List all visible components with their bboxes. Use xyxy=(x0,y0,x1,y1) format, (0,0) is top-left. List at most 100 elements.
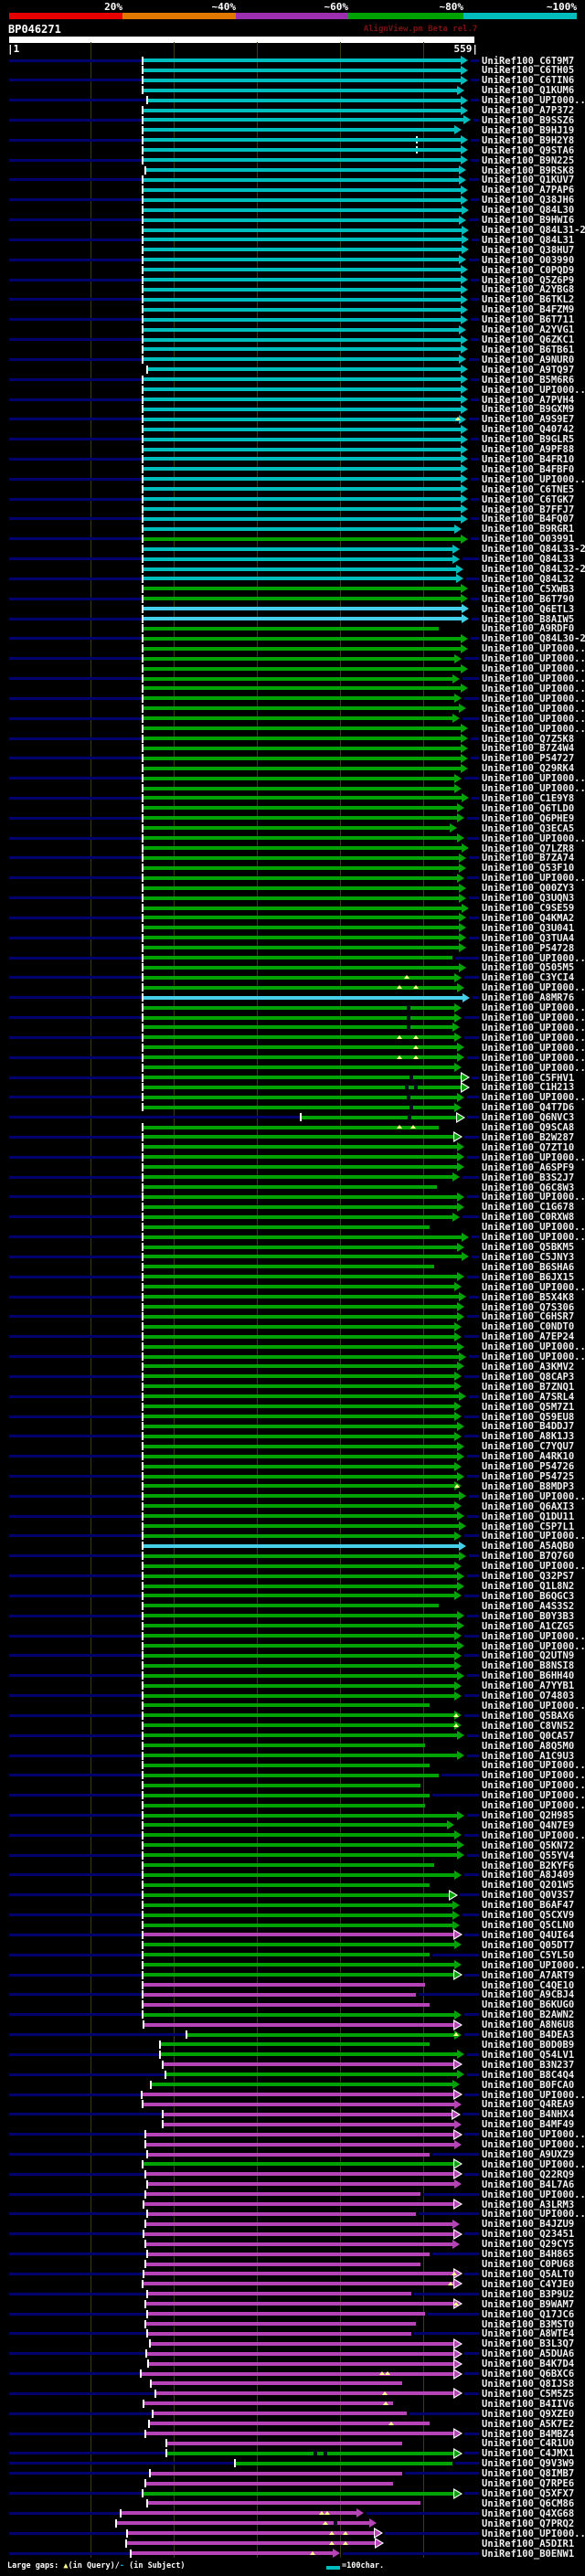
alignment-bar[interactable] xyxy=(144,2491,456,2496)
hit-label[interactable]: UniRef100_A8J409 xyxy=(482,1870,575,1882)
hit-label[interactable]: UniRef100_A2YBG8 xyxy=(482,284,575,296)
hit-label[interactable]: UniRef100_Q5KN72 xyxy=(482,1839,575,1851)
hit-label[interactable]: UniRef100_C6TNE5 xyxy=(482,483,575,495)
alignment-bar[interactable] xyxy=(144,1793,430,1797)
hit-label[interactable]: UniRef100_B6TB61 xyxy=(482,344,575,355)
hit-label[interactable]: UniRef100_B6TKL2 xyxy=(482,294,575,306)
hit-label[interactable]: UniRef100_Q7ZT10 xyxy=(482,1141,575,1153)
alignment-bar[interactable] xyxy=(144,1584,459,1588)
hit-label[interactable]: UniRef100_C5P7L1 xyxy=(482,1521,575,1532)
alignment-bar[interactable] xyxy=(144,1344,459,1349)
alignment-bar[interactable] xyxy=(144,1364,459,1369)
alignment-bar[interactable] xyxy=(144,1484,456,1489)
alignment-bar[interactable] xyxy=(144,1285,456,1289)
alignment-bar[interactable] xyxy=(144,2012,456,2017)
hit-label[interactable]: UniRef100_UPI000.. xyxy=(482,1760,585,1772)
alignment-bar[interactable] xyxy=(144,1624,459,1628)
alignment-bar[interactable] xyxy=(161,2042,430,2047)
alignment-bar[interactable] xyxy=(149,2361,456,2366)
alignment-bar[interactable] xyxy=(144,926,461,930)
alignment-bar[interactable] xyxy=(127,2541,378,2546)
hit-label[interactable]: UniRef100_Q2H985 xyxy=(482,1810,575,1821)
hit-label[interactable]: UniRef100_UPI000.. xyxy=(482,873,585,885)
alignment-bar[interactable] xyxy=(142,2371,456,2376)
alignment-bar[interactable] xyxy=(144,1076,463,1080)
hit-label[interactable]: UniRef100_A8MR76 xyxy=(482,992,575,1004)
alignment-bar[interactable] xyxy=(128,2531,377,2536)
hit-label[interactable]: UniRef100_A5DUA6 xyxy=(482,2348,575,2360)
hit-label[interactable]: UniRef100_B0ENW1 xyxy=(482,2548,575,2560)
hit-label[interactable]: UniRef100_UPI000.. xyxy=(482,1561,585,1573)
hit-label[interactable]: UniRef100_A9S9E7 xyxy=(482,414,575,426)
hit-label[interactable]: UniRef100_Q3ECA5 xyxy=(482,822,575,834)
hit-label[interactable]: UniRef100_UPI000.. xyxy=(482,1352,585,1363)
hit-label[interactable]: UniRef100_Q38HU7 xyxy=(482,244,575,256)
hit-label[interactable]: UniRef100_UPI000.. xyxy=(482,1042,585,1054)
hit-label[interactable]: UniRef100_UPI000.. xyxy=(482,2129,585,2141)
hit-label[interactable]: UniRef100_B4DEA3 xyxy=(482,2030,575,2041)
hit-label[interactable]: UniRef100_UPI000.. xyxy=(482,473,585,485)
alignment-bar[interactable] xyxy=(144,1524,461,1529)
hit-label[interactable]: UniRef100_C3YCI4 xyxy=(482,972,575,984)
hit-label[interactable]: UniRef100_O03991 xyxy=(482,534,575,546)
alignment-bar[interactable] xyxy=(148,2211,416,2216)
alignment-bar[interactable] xyxy=(146,2142,456,2147)
alignment-bar[interactable] xyxy=(144,1005,456,1010)
alignment-bar[interactable] xyxy=(144,1783,420,1787)
hit-label[interactable]: UniRef100_Q6AXI3 xyxy=(482,1500,575,1512)
hit-label[interactable]: UniRef100_A7PVH4 xyxy=(482,394,575,406)
hit-label[interactable]: UniRef100_UPI000.. xyxy=(482,1151,585,1163)
hit-label[interactable]: UniRef100_C1H213 xyxy=(482,1082,575,1094)
hit-label[interactable]: UniRef100_C0RXW8 xyxy=(482,1212,575,1224)
alignment-bar[interactable] xyxy=(151,2341,456,2346)
alignment-bar[interactable] xyxy=(144,88,459,92)
hit-label[interactable]: UniRef100_B7Z4W4 xyxy=(482,743,575,755)
alignment-bar[interactable] xyxy=(164,2062,456,2067)
alignment-bar[interactable] xyxy=(144,855,461,860)
hit-label[interactable]: UniRef100_Q6TLD0 xyxy=(482,802,575,814)
alignment-bar[interactable] xyxy=(144,1035,456,1040)
hit-label[interactable]: UniRef100_Q23451 xyxy=(482,2229,575,2241)
hit-label[interactable]: UniRef100_Q5CLN0 xyxy=(482,1920,575,1932)
alignment-bar[interactable] xyxy=(148,367,463,372)
hit-label[interactable]: UniRef100_UPI000.. xyxy=(482,1800,585,1812)
alignment-bar[interactable] xyxy=(144,337,463,342)
hit-label[interactable]: UniRef100_P54728 xyxy=(482,942,575,954)
alignment-bar[interactable] xyxy=(144,477,463,482)
alignment-bar[interactable] xyxy=(144,427,463,431)
alignment-bar[interactable] xyxy=(144,2162,456,2167)
alignment-bar[interactable] xyxy=(152,2083,454,2087)
alignment-bar[interactable] xyxy=(187,2032,456,2037)
alignment-bar[interactable] xyxy=(144,1644,459,1648)
hit-label[interactable]: UniRef100_B3L3Q7 xyxy=(482,2338,575,2350)
hit-label[interactable]: UniRef100_UPI000.. xyxy=(482,1192,585,1203)
alignment-bar[interactable] xyxy=(144,1454,459,1458)
alignment-bar[interactable] xyxy=(161,2052,459,2057)
hit-label[interactable]: UniRef100_C5YL50 xyxy=(482,1949,575,1961)
alignment-bar[interactable] xyxy=(144,1514,459,1519)
hit-label[interactable]: UniRef100_Q201W5 xyxy=(482,1880,575,1892)
hit-label[interactable]: UniRef100_A4S3S2 xyxy=(482,1600,575,1612)
hit-label[interactable]: UniRef100_UPI000.. xyxy=(482,1281,585,1293)
hit-label[interactable]: UniRef100_Q84L30-2 xyxy=(482,633,585,645)
hit-label[interactable]: UniRef100_B4K7D4 xyxy=(482,2359,575,2370)
hit-label[interactable]: UniRef100_B4FZM9 xyxy=(482,304,575,316)
alignment-bar[interactable] xyxy=(144,726,463,731)
alignment-bar[interactable] xyxy=(144,447,463,451)
hit-label[interactable]: UniRef100_B2W287 xyxy=(482,1131,575,1143)
alignment-bar[interactable] xyxy=(144,2022,456,2027)
hit-label[interactable]: UniRef100_Q59EU8 xyxy=(482,1411,575,1423)
alignment-bar[interactable] xyxy=(144,1145,459,1150)
alignment-bar[interactable] xyxy=(164,2112,454,2116)
hit-label[interactable]: UniRef100_B8MDP3 xyxy=(482,1480,575,1492)
hit-label[interactable]: UniRef100_A7YYB1 xyxy=(482,1680,575,1692)
alignment-bar[interactable] xyxy=(144,1214,454,1219)
hit-label[interactable]: UniRef100_C9SE59 xyxy=(482,903,575,915)
hit-label[interactable]: UniRef100_Q7PRQ2 xyxy=(482,2518,575,2529)
alignment-bar[interactable] xyxy=(144,1663,456,1668)
alignment-bar[interactable] xyxy=(144,1434,456,1438)
alignment-bar[interactable] xyxy=(144,1295,461,1299)
hit-label[interactable]: UniRef100_C6T9M7 xyxy=(482,55,575,67)
alignment-bar[interactable] xyxy=(144,1374,456,1379)
alignment-bar[interactable] xyxy=(144,646,463,651)
